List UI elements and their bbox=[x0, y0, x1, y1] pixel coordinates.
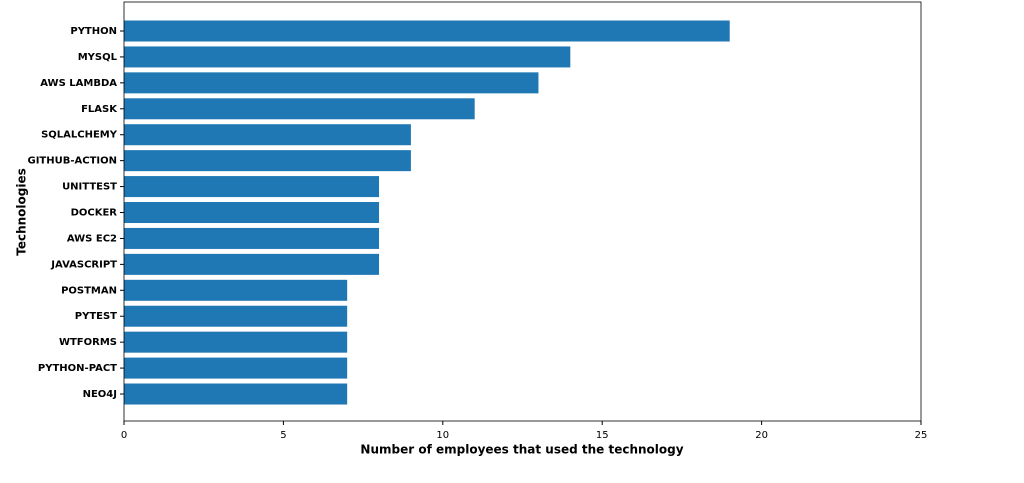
y-tick-label: MYSQL bbox=[78, 52, 118, 63]
bar bbox=[124, 331, 348, 353]
bar bbox=[124, 124, 411, 146]
y-tick-label: PYTHON-PACT bbox=[38, 363, 117, 374]
plot-frame bbox=[123, 1, 922, 422]
bar bbox=[124, 98, 475, 120]
y-tick-label: WTFORMS bbox=[59, 337, 117, 348]
x-tick-label: 25 bbox=[915, 430, 928, 441]
y-tick-label: PYTEST bbox=[75, 311, 117, 322]
x-tick-label: 0 bbox=[121, 430, 127, 441]
bar bbox=[124, 253, 380, 275]
y-tick-label: AWS EC2 bbox=[67, 233, 117, 244]
y-tick-label: GITHUB-ACTION bbox=[27, 156, 117, 167]
bar bbox=[124, 176, 380, 198]
y-tick-label: AWS LAMBDA bbox=[40, 78, 117, 89]
y-axis-label: Technologies bbox=[15, 168, 29, 256]
y-tick-label: JAVASCRIPT bbox=[50, 259, 117, 270]
y-tick-label: FLASK bbox=[81, 104, 118, 115]
bar bbox=[124, 383, 348, 405]
y-tick-label: SQLALCHEMY bbox=[41, 130, 118, 141]
bar bbox=[124, 227, 380, 249]
y-tick-label: UNITTEST bbox=[62, 182, 117, 193]
x-tick-label: 5 bbox=[280, 430, 286, 441]
x-axis-label: Number of employees that used the techno… bbox=[360, 443, 683, 457]
x-tick-label: 20 bbox=[755, 430, 768, 441]
bar bbox=[124, 20, 730, 42]
bar bbox=[124, 279, 348, 301]
bar bbox=[124, 150, 411, 172]
y-tick-label: NEO4J bbox=[83, 389, 117, 400]
bar bbox=[124, 305, 348, 327]
y-tick-label: PYTHON bbox=[70, 26, 117, 37]
bar bbox=[124, 46, 571, 68]
y-tick-label: POSTMAN bbox=[61, 285, 117, 296]
bar bbox=[124, 357, 348, 379]
y-tick-label: DOCKER bbox=[71, 208, 118, 219]
x-tick-label: 10 bbox=[436, 430, 449, 441]
bar bbox=[124, 202, 380, 224]
x-tick-label: 15 bbox=[596, 430, 609, 441]
bar bbox=[124, 72, 539, 94]
